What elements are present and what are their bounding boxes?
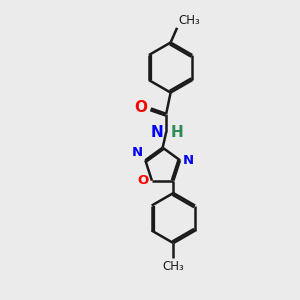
Text: O: O — [134, 100, 147, 115]
Text: O: O — [138, 174, 149, 187]
Text: CH₃: CH₃ — [178, 14, 200, 27]
Text: H: H — [171, 124, 183, 140]
Text: N: N — [182, 154, 194, 167]
Text: N: N — [132, 146, 143, 159]
Text: CH₃: CH₃ — [163, 260, 184, 273]
Text: N: N — [151, 124, 164, 140]
